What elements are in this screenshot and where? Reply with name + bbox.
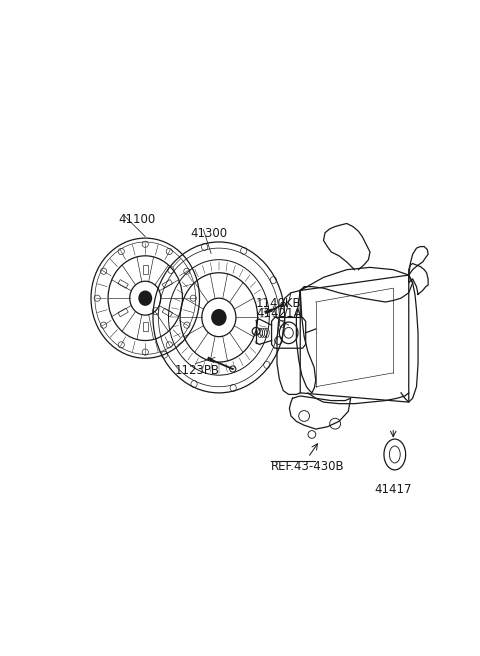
Bar: [143, 265, 147, 274]
Text: 1123PB: 1123PB: [175, 363, 220, 377]
Text: REF.43-430B: REF.43-430B: [271, 460, 345, 473]
Bar: [118, 279, 128, 288]
Ellipse shape: [212, 310, 226, 325]
Bar: [118, 308, 128, 317]
Bar: [162, 279, 173, 288]
Text: 41417: 41417: [375, 483, 412, 496]
Ellipse shape: [139, 291, 152, 305]
Text: 41300: 41300: [190, 228, 228, 240]
Text: 41421A: 41421A: [256, 306, 301, 319]
Text: 41100: 41100: [118, 213, 156, 226]
Text: 1140KB: 1140KB: [256, 297, 302, 310]
Bar: [143, 322, 147, 331]
Bar: [162, 308, 173, 317]
